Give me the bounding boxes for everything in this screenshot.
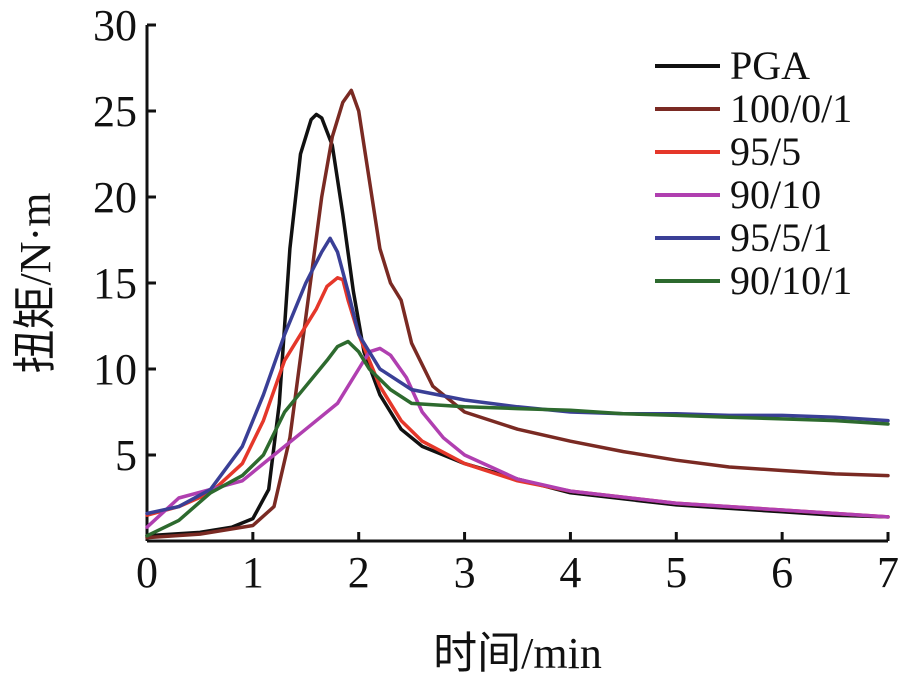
x-tick-label: 3 bbox=[454, 548, 476, 597]
y-tick-label: 5 bbox=[115, 431, 137, 480]
x-tick-label: 1 bbox=[242, 548, 264, 597]
x-axis-title: 时间/min bbox=[433, 629, 602, 678]
legend-label: 95/5/1 bbox=[730, 215, 832, 260]
y-tick-label: 30 bbox=[93, 1, 137, 50]
y-tick-label: 10 bbox=[93, 345, 137, 394]
x-tick-label: 5 bbox=[665, 548, 687, 597]
y-tick-label: 20 bbox=[93, 173, 137, 222]
legend-label: 90/10 bbox=[730, 172, 821, 217]
series-line-90-10 bbox=[145, 346, 890, 529]
legend-label: 100/0/1 bbox=[730, 86, 852, 131]
legend-label: 90/10/1 bbox=[730, 258, 852, 303]
y-tick-label: 15 bbox=[93, 259, 137, 308]
series-line-90-10-1 bbox=[145, 339, 890, 538]
legend-label: 95/5 bbox=[730, 129, 801, 174]
y-ticks: 5 10 15 20 25 30 bbox=[93, 1, 156, 480]
x-tick-label: 7 bbox=[877, 548, 899, 597]
y-tick-label: 25 bbox=[93, 87, 137, 136]
x-tick-label: 6 bbox=[771, 548, 793, 597]
legend-label: PGA bbox=[730, 43, 810, 88]
series-line-95-5 bbox=[145, 276, 890, 519]
x-tick-label: 0 bbox=[136, 548, 158, 597]
x-tick-label: 2 bbox=[348, 548, 370, 597]
series-layer bbox=[145, 88, 890, 540]
series-line-100-0-1 bbox=[145, 88, 890, 540]
x-tick-label: 4 bbox=[559, 548, 581, 597]
x-ticks: 0 1 2 3 4 5 6 7 bbox=[136, 532, 899, 597]
y-axis-title: 扭矩/N·m bbox=[11, 193, 60, 374]
